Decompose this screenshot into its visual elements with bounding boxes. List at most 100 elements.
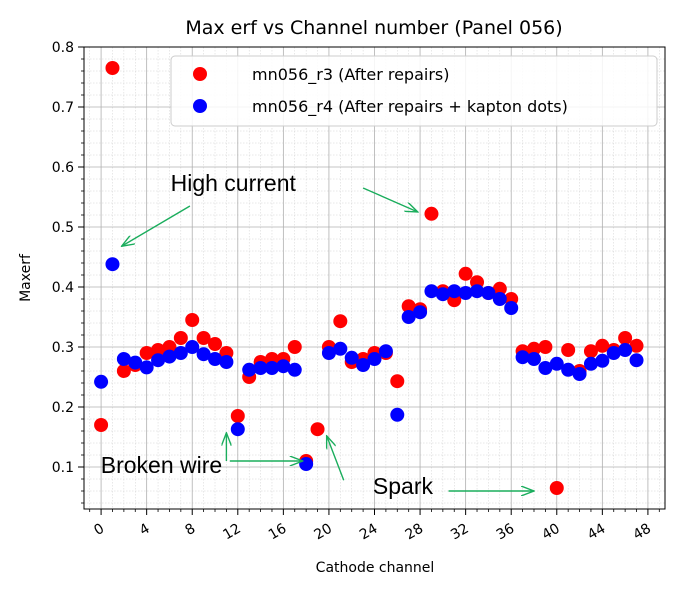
data-point [378, 344, 393, 359]
data-point [287, 340, 302, 354]
legend-marker-r3 [193, 67, 207, 81]
data-point [526, 341, 541, 356]
data-point [447, 284, 462, 299]
data-point [173, 346, 188, 360]
data-point [618, 343, 633, 357]
data-point [196, 331, 211, 345]
y-tick-label: 0.5 [52, 220, 74, 236]
data-point [208, 337, 223, 351]
data-point [208, 352, 223, 366]
legend-marker-r4 [193, 99, 207, 113]
y-tick-label: 0.4 [52, 280, 74, 296]
data-point [116, 364, 131, 378]
x-tick-label: 48 [630, 521, 653, 544]
data-point [276, 359, 291, 374]
x-tick-label: 16 [266, 521, 290, 544]
data-point [264, 361, 279, 375]
annotation-arrow [362, 187, 418, 212]
data-point [458, 266, 473, 281]
data-point [139, 360, 154, 375]
data-point [151, 353, 166, 368]
data-point [173, 331, 188, 345]
data-point [367, 352, 382, 366]
data-point [94, 374, 109, 389]
data-point [230, 409, 245, 423]
legend-label-r3: mn056_r3 (After repairs) [252, 65, 450, 85]
data-points [94, 61, 644, 495]
data-point [424, 206, 439, 221]
annotations: High current Broken wire Spark [101, 170, 534, 499]
y-tick-label: 0.3 [52, 340, 74, 356]
x-tick-label: 28 [403, 521, 426, 544]
x-tick-label: 20 [311, 521, 334, 544]
data-point [515, 350, 530, 365]
data-point [401, 310, 416, 324]
y-tick-label: 0.6 [52, 160, 74, 176]
data-point [561, 362, 576, 377]
data-point [561, 343, 576, 357]
legend-box [170, 55, 658, 127]
data-point [219, 355, 234, 369]
data-point [299, 457, 314, 471]
data-point [629, 338, 644, 353]
x-tick-label: 44 [585, 521, 609, 544]
data-point [424, 284, 439, 299]
data-point [151, 343, 166, 357]
data-point [629, 353, 644, 368]
data-point [162, 340, 177, 354]
x-tick-label: 12 [220, 521, 243, 544]
data-point [356, 358, 371, 372]
x-tick-label: 8 [182, 521, 198, 539]
data-point [458, 286, 473, 300]
data-point [390, 407, 405, 422]
data-point [162, 349, 177, 364]
x-tick-label: 36 [494, 521, 518, 544]
x-tick-label: 24 [357, 521, 381, 544]
data-point [572, 367, 587, 381]
data-point [310, 422, 325, 437]
annotation-label: High current [171, 170, 297, 196]
annotation-label: Spark [373, 473, 434, 499]
data-point [526, 352, 541, 366]
x-tick-label: 0 [91, 521, 107, 539]
data-point [105, 61, 120, 75]
data-point [549, 356, 564, 371]
data-point [333, 314, 348, 329]
y-tick-label: 0.1 [52, 460, 74, 476]
data-point [538, 361, 553, 375]
data-point [139, 346, 154, 360]
data-point [492, 281, 507, 296]
annotation-arrow [122, 205, 191, 246]
data-point [583, 344, 598, 359]
data-point [401, 299, 416, 314]
data-point [253, 361, 268, 375]
data-point [185, 340, 200, 354]
data-point [321, 346, 336, 360]
x-axis-title: Cathode channel [316, 560, 435, 576]
data-point [413, 305, 428, 320]
data-point [105, 257, 120, 272]
annotation-arrow [327, 436, 345, 481]
data-point [492, 292, 507, 306]
data-point [242, 362, 257, 377]
data-point [116, 352, 131, 366]
data-point [538, 340, 553, 354]
series-r4 [94, 257, 644, 471]
chart-title: Max erf vs Channel number (Panel 056) [185, 17, 562, 39]
data-point [196, 347, 211, 362]
y-tick-label: 0.7 [52, 100, 74, 116]
y-axis-title: Maxerf [18, 253, 34, 302]
annotation-label: Broken wire [101, 452, 222, 478]
data-point [390, 374, 405, 389]
y-tick-label: 0.2 [52, 400, 74, 416]
data-point [344, 350, 359, 365]
data-point [230, 422, 245, 437]
legend-label-r4: mn056_r4 (After repairs + kapton dots) [252, 97, 568, 117]
legend: mn056_r3 (After repairs) mn056_r4 (After… [170, 55, 658, 127]
data-point [128, 355, 143, 370]
y-tick-label: 0.8 [52, 40, 74, 56]
data-point [504, 301, 519, 315]
data-point [94, 418, 109, 432]
x-tick-label: 32 [448, 521, 471, 544]
